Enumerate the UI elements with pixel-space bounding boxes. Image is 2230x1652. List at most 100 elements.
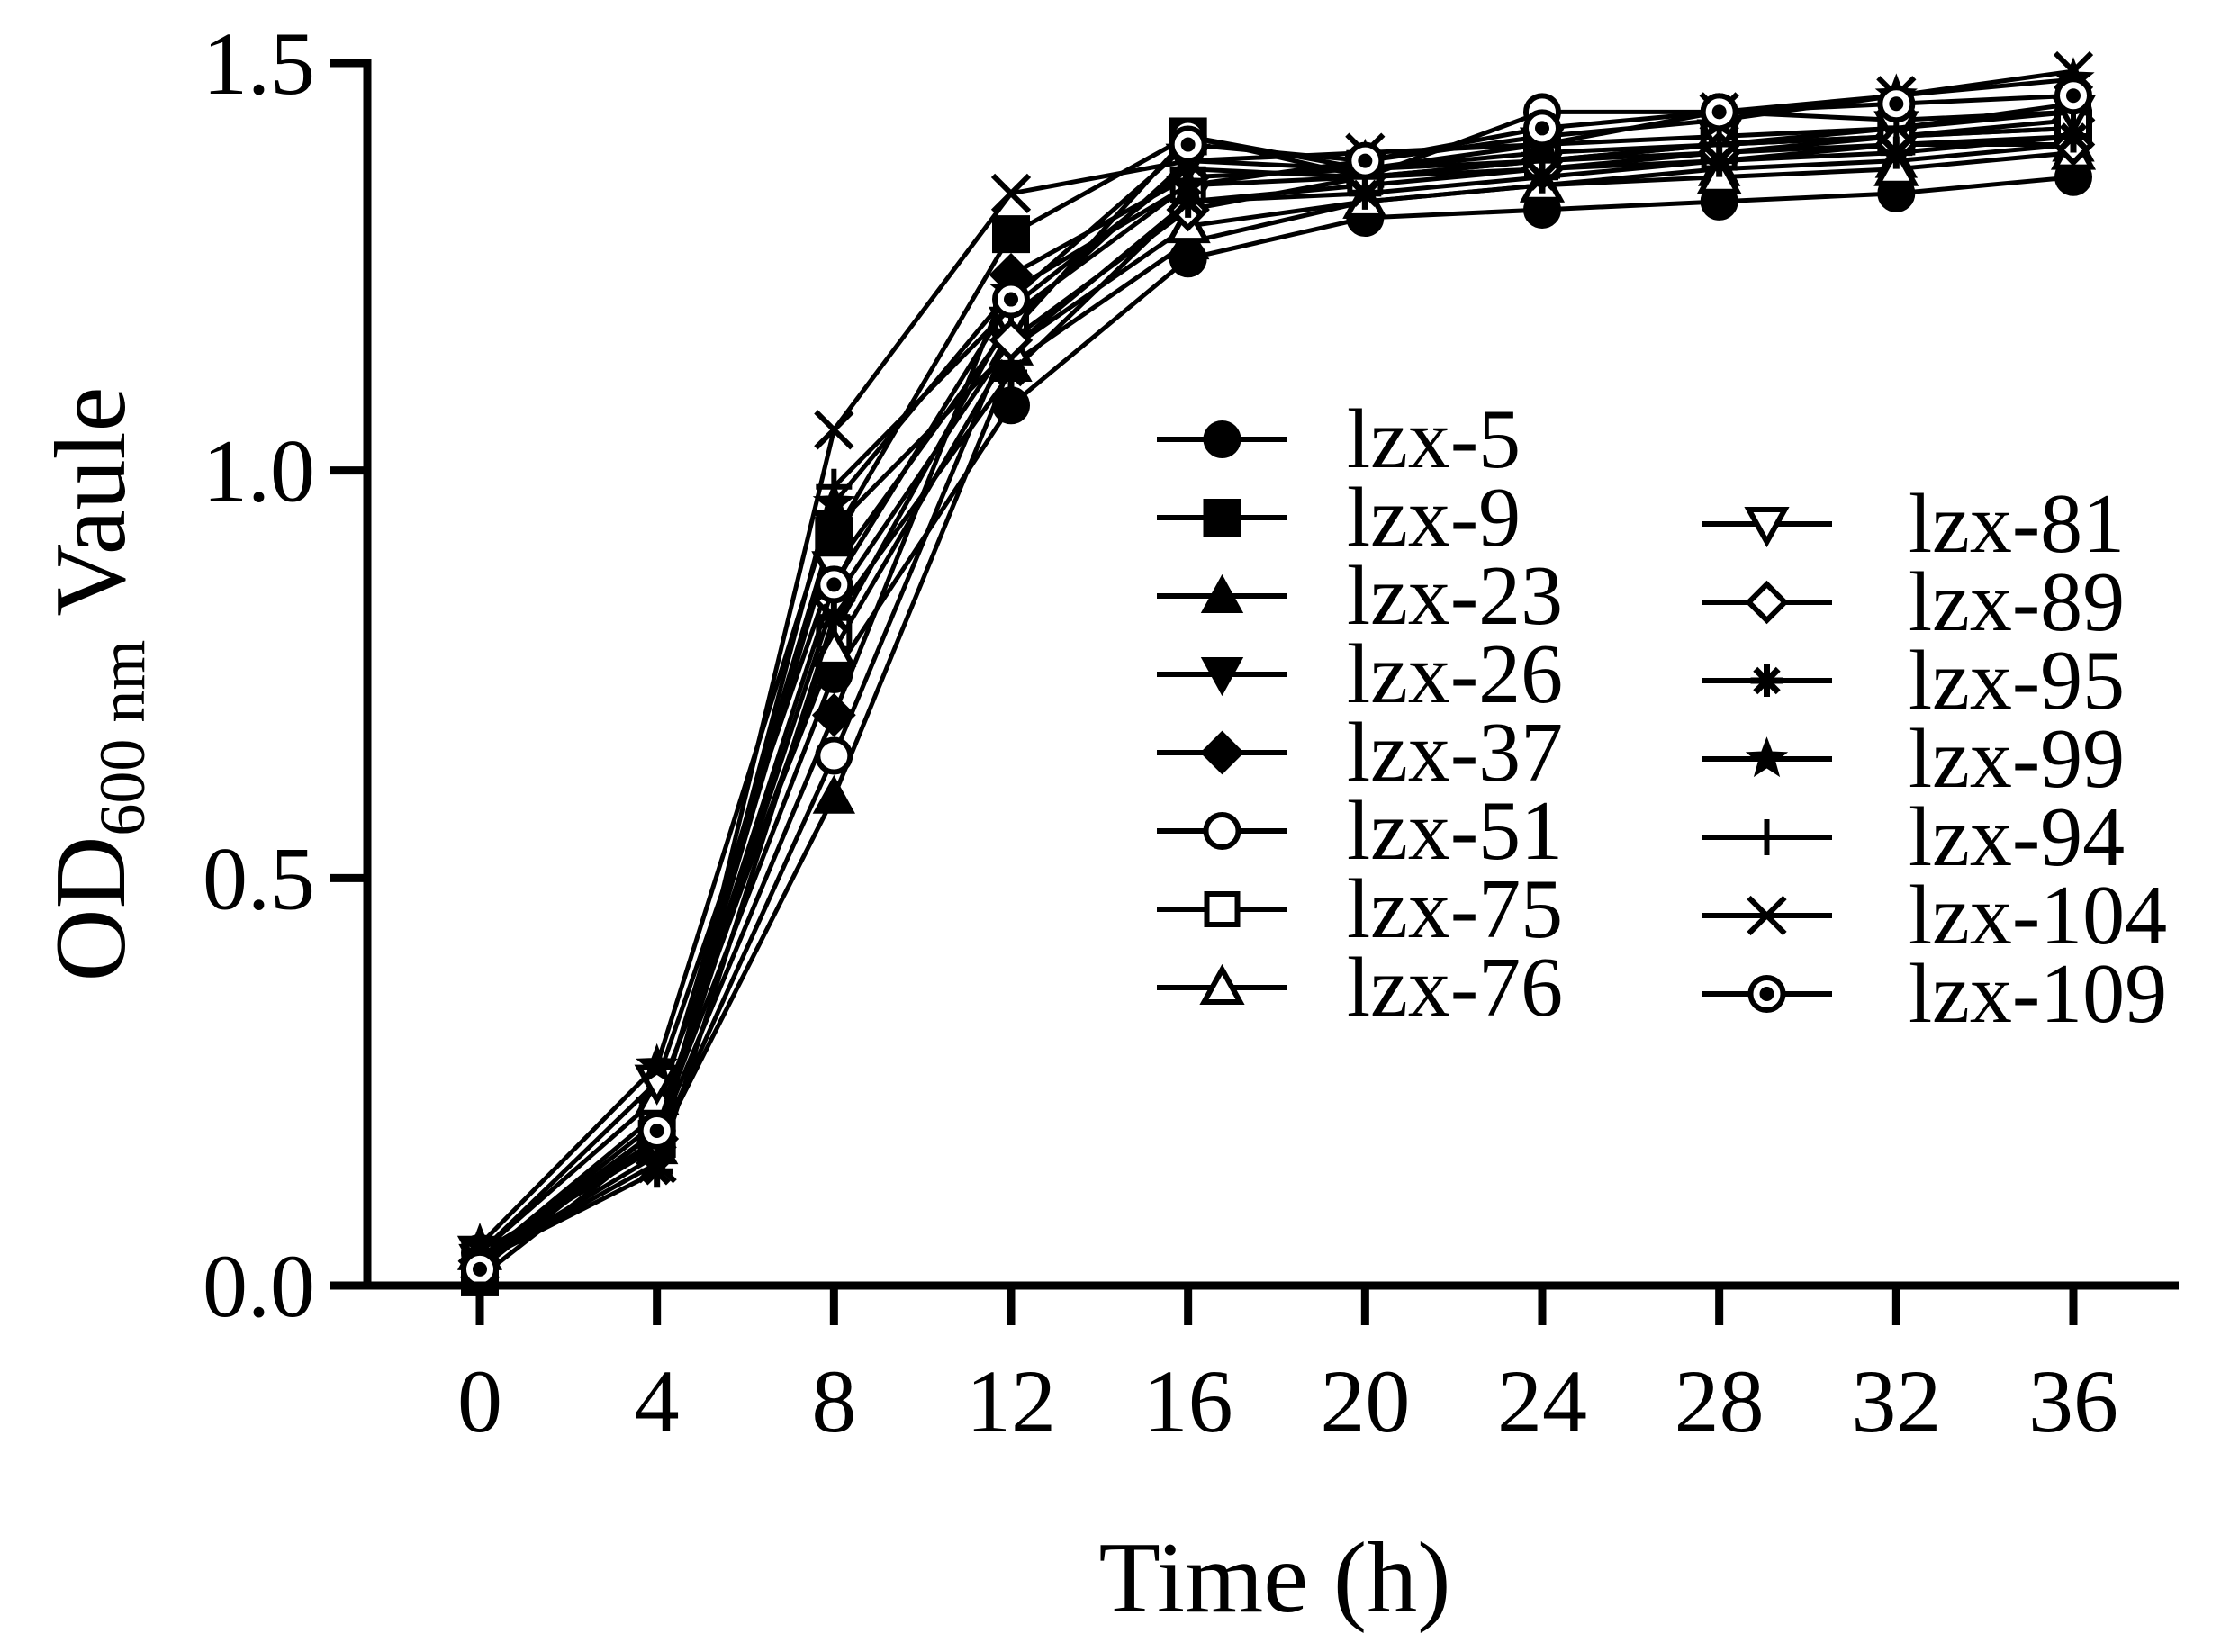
x-tick-label: 20 (1320, 1351, 1410, 1451)
data-point (2054, 77, 2092, 115)
data-point (992, 280, 1030, 319)
legend-marker (1204, 891, 1241, 927)
legend-label: lzx-37 (1347, 706, 1563, 799)
legend-label: lzx-51 (1347, 784, 1563, 878)
legend-marker (1744, 507, 1790, 548)
series-lzx-109 (461, 77, 2092, 1288)
y-tick-label: 1.5 (203, 14, 315, 113)
legend-marker (1199, 963, 1245, 1005)
data-point (461, 1250, 499, 1288)
data-point (1700, 93, 1738, 131)
legend-marker (1750, 664, 1783, 697)
series-lzx-95 (464, 120, 2090, 1277)
data-point (814, 410, 854, 450)
legend-item-lzx-37: lzx-37 (1157, 706, 1563, 799)
legend-marker (1747, 895, 1787, 936)
legend-item-lzx-76: lzx-76 (1157, 941, 1563, 1034)
y-tick-label: 0.0 (203, 1236, 315, 1336)
legend-label: lzx-94 (1909, 790, 2125, 884)
legend-marker (1203, 499, 1241, 537)
legend-item-lzx-75: lzx-75 (1157, 862, 1563, 956)
legend-marker (1200, 657, 1244, 697)
x-tick-label: 36 (2028, 1351, 2118, 1451)
data-point (995, 357, 1027, 390)
data-point (1523, 109, 1561, 148)
legend-marker (1200, 573, 1244, 613)
legend-label: lzx-5 (1347, 393, 1521, 486)
legend-item-lzx-94: lzx-94 (1702, 790, 2125, 884)
legend-item-lzx-51: lzx-51 (1157, 784, 1563, 878)
data-point (2057, 120, 2090, 153)
data-point (637, 1111, 676, 1150)
legend-label: lzx-75 (1347, 862, 1563, 956)
legend-label: lzx-104 (1909, 869, 2167, 962)
legend-marker (1748, 819, 1785, 855)
legend-item-lzx-104: lzx-104 (1702, 869, 2167, 962)
x-tick-label: 8 (811, 1351, 856, 1451)
series-line (478, 68, 2074, 1264)
data-point (636, 1143, 677, 1184)
legend-item-lzx-9: lzx-9 (1157, 471, 1521, 564)
y-axis-title-main: OD (35, 836, 147, 982)
legend-marker (1745, 736, 1789, 778)
data-point (815, 565, 853, 604)
series-line (478, 133, 2074, 1264)
legend-label: lzx-89 (1909, 555, 2125, 649)
data-point (1169, 125, 1207, 164)
legend-item-lzx-81: lzx-81 (1702, 477, 2125, 571)
legend-item-lzx-26: lzx-26 (1157, 627, 1563, 721)
series-line (478, 175, 2074, 1263)
y-axis-title-suffix: Vaule (35, 387, 147, 640)
series-line (478, 142, 2074, 1255)
x-tick-label: 12 (966, 1351, 1056, 1451)
y-axis-title-subscript: 600 nm (86, 640, 158, 836)
data-point (1524, 142, 1560, 179)
series-line (478, 142, 2073, 1263)
legend-label: lzx-23 (1347, 549, 1563, 643)
series-line (478, 101, 2074, 1263)
legend-item-lzx-23: lzx-23 (1157, 549, 1563, 643)
legend-label: lzx-26 (1347, 627, 1563, 721)
y-tick-layer: 0.0 0.5 1.0 1.5 (203, 14, 367, 1336)
data-point (1346, 141, 1385, 180)
data-point (1701, 126, 1738, 163)
x-tick-label: 32 (1851, 1351, 1941, 1451)
legend-label: lzx-99 (1909, 712, 2125, 806)
legend-label: lzx-109 (1909, 947, 2167, 1041)
legend-label: lzx-76 (1347, 941, 1563, 1034)
legend-item-lzx-5: lzx-5 (1157, 393, 1521, 486)
series-layer (456, 50, 2097, 1296)
x-tick-label: 0 (457, 1351, 502, 1451)
legend-item-lzx-95: lzx-95 (1702, 634, 2125, 727)
legend-item-lzx-89: lzx-89 (1702, 555, 2125, 649)
legend-item-lzx-109: lzx-109 (1702, 947, 2167, 1041)
x-axis-title: Time (h) (1098, 1522, 1450, 1634)
data-point (992, 215, 1030, 254)
series-line (478, 93, 2074, 1271)
legend-marker (1200, 730, 1244, 775)
legend-marker (1203, 420, 1241, 458)
data-point (1877, 85, 1916, 123)
data-point (815, 736, 853, 775)
y-tick-label: 1.0 (203, 421, 315, 521)
legend-item-lzx-99: lzx-99 (1702, 712, 2125, 806)
x-tick-layer: 0 4 8 12 16 20 24 28 32 36 (457, 1286, 2118, 1451)
axes-layer (363, 59, 2179, 1290)
x-tick-label: 16 (1143, 1351, 1233, 1451)
legend: lzx-5lzx-9lzx-23lzx-26lzx-37lzx-51lzx-75… (1157, 393, 2167, 1041)
legend-label: lzx-81 (1909, 477, 2125, 571)
legend-marker (1203, 812, 1241, 850)
y-tick-label: 0.5 (203, 828, 315, 928)
legend-label: lzx-9 (1347, 471, 1521, 564)
data-point (990, 173, 1032, 213)
x-tick-label: 4 (635, 1351, 680, 1451)
data-point (636, 1043, 679, 1084)
legend-marker (1747, 975, 1786, 1013)
x-tick-label: 28 (1675, 1351, 1765, 1451)
y-axis-title: OD600 nm Vaule (35, 387, 158, 982)
x-tick-label: 24 (1497, 1351, 1587, 1451)
legend-label: lzx-95 (1909, 634, 2125, 727)
legend-marker (1745, 580, 1789, 625)
data-point (812, 774, 856, 814)
